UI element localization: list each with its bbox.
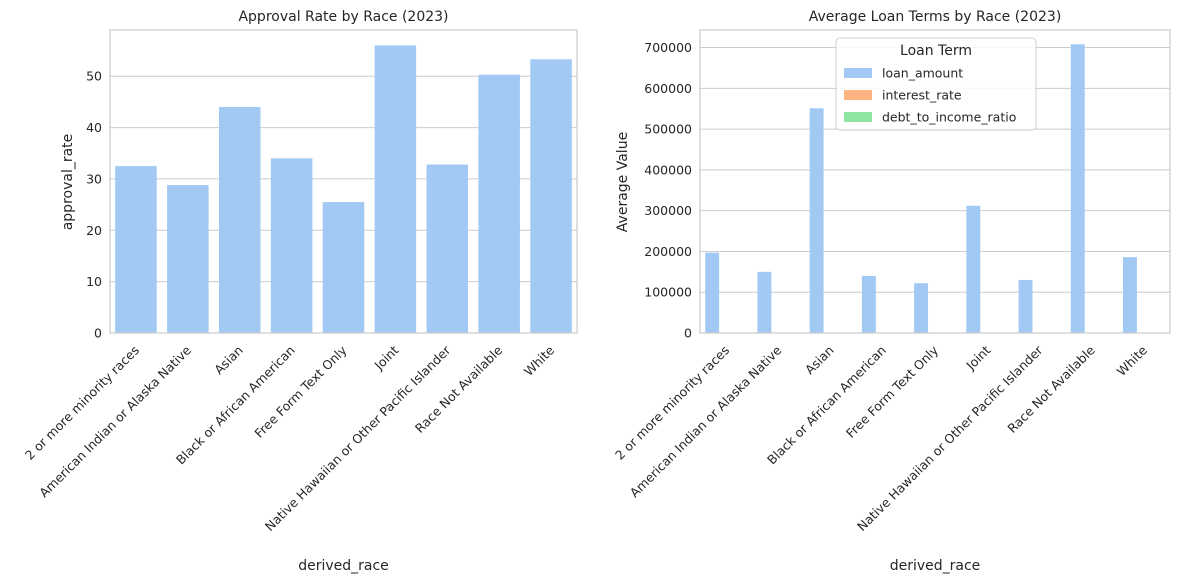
x-tick-label: Race Not Available <box>1004 342 1098 436</box>
bar-loan_amount <box>809 108 824 333</box>
chart-panel-2: 0 100000 200000 300000 400000 500000 600000 700… <box>612 9 1171 574</box>
x-tick-label: Free Form Text Only <box>843 342 942 441</box>
chart-title: Approval Rate by Race (2023) <box>238 9 448 25</box>
x-tick-label: White <box>521 342 558 379</box>
axes-frame <box>699 29 1171 334</box>
x-tick-label: Asian <box>211 343 246 378</box>
y-tick-label: 700000 <box>644 40 692 55</box>
bar <box>478 74 520 334</box>
x-tick-label: Native Hawaiian or Other Pacific Islande… <box>854 342 1046 534</box>
y-tick-label: 50 <box>86 69 102 84</box>
bar <box>218 107 261 333</box>
y-tick-label: 400000 <box>644 162 692 177</box>
bar-loan_amount <box>861 275 876 333</box>
y-axis-label: approval_rate <box>60 134 76 231</box>
x-tick-label: Joint <box>371 342 402 373</box>
bar-loan_amount <box>757 271 772 333</box>
y-tick-label: 20 <box>86 223 102 238</box>
chart-title: Average Loan Terms by Race (2023) <box>809 9 1062 25</box>
x-tick-label: White <box>1114 342 1151 379</box>
bar-loan_amount <box>1018 279 1033 333</box>
y-tick-label: 10 <box>86 274 102 289</box>
bar-loan_amount <box>705 252 720 333</box>
bar <box>374 45 417 334</box>
bar-loan_amount <box>914 283 929 333</box>
bar <box>167 185 209 333</box>
axes-frame <box>109 29 578 334</box>
y-tick-label: 0 <box>94 326 102 341</box>
legend-swatch <box>844 90 872 100</box>
bar-loan_amount <box>1123 257 1137 333</box>
y-tick-label: 30 <box>86 171 102 186</box>
y-tick-label: 40 <box>86 120 102 135</box>
legend-swatch <box>844 112 872 122</box>
y-tick-label: 0 <box>684 326 692 341</box>
legend-label: interest_rate <box>882 88 962 103</box>
y-tick-label: 200000 <box>644 244 692 259</box>
x-tick-label: Free Form Text Only <box>251 342 350 441</box>
bar <box>270 158 313 333</box>
legend-label: debt_to_income_ratio <box>882 110 1016 125</box>
y-tick-label: 300000 <box>644 203 692 218</box>
y-axis-label: Average Value <box>615 132 631 232</box>
legend-label: loan_amount <box>882 66 963 81</box>
x-tick-label: Joint <box>962 342 993 373</box>
legend-box <box>835 37 1037 131</box>
x-tick-label: Asian <box>802 343 837 378</box>
bar <box>115 166 157 333</box>
y-tick-label: 100000 <box>644 285 692 300</box>
bar-loan_amount <box>966 205 981 333</box>
bar <box>426 164 469 333</box>
bar-loan_amount <box>1070 44 1085 333</box>
x-axis-label: derived_race <box>298 558 389 574</box>
bar <box>530 59 572 333</box>
x-tick-label: Race Not Available <box>412 342 506 436</box>
y-tick-label: 600000 <box>644 81 692 96</box>
bar <box>322 202 365 333</box>
legend-swatch <box>844 68 872 78</box>
x-axis-label: derived_race <box>890 558 981 574</box>
legend-title: Loan Term <box>900 43 972 59</box>
y-tick-label: 500000 <box>644 122 692 137</box>
x-tick-label: Native Hawaiian or Other Pacific Islande… <box>262 342 454 534</box>
legend: Loan Term loan_amount interest_rate debt_to… <box>835 37 1037 131</box>
